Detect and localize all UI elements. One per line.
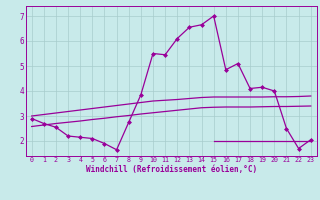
X-axis label: Windchill (Refroidissement éolien,°C): Windchill (Refroidissement éolien,°C) xyxy=(86,165,257,174)
